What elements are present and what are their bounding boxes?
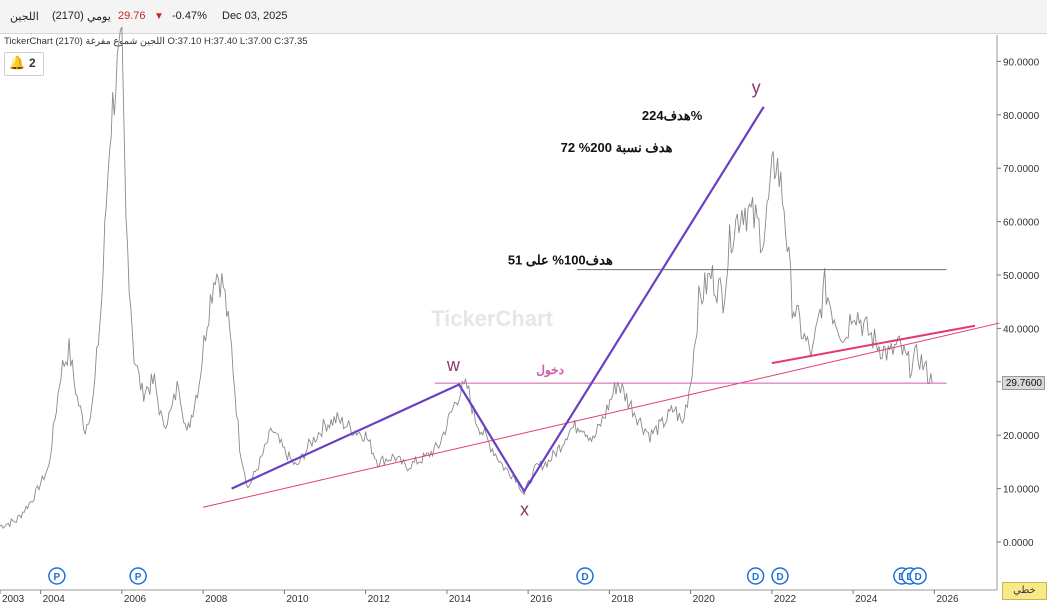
x-tick-label: 2016 — [530, 594, 553, 604]
trend-line — [771, 324, 976, 365]
event-marker-label: P — [54, 572, 61, 583]
top-bar: اللجين (2170) يومي 29.76 ▼ -0.47% Dec 03… — [0, 0, 1047, 34]
symbol-code: (2170) — [52, 10, 84, 22]
event-marker-circle — [576, 567, 594, 585]
x-tick-label: 2008 — [205, 594, 228, 604]
x-tick-label: 2006 — [124, 594, 147, 604]
target-annotation: هدف100% على 51 — [508, 252, 613, 267]
event-marker-label: D — [915, 572, 922, 583]
event-marker-circle — [771, 567, 789, 585]
y-tick-label: 60.0000 — [1003, 218, 1040, 229]
wave-label-w: w — [446, 355, 461, 375]
chart-mode-button[interactable]: خطي — [1002, 582, 1047, 600]
event-marker-label: P — [135, 572, 142, 583]
event-marker-label: D — [581, 572, 588, 583]
y-tick-label: 40.0000 — [1003, 324, 1040, 335]
event-marker-circle — [909, 567, 927, 585]
down-triangle-icon: ▼ — [154, 11, 164, 22]
last-price: 29.76 — [118, 10, 146, 22]
x-tick-label: 2020 — [693, 594, 716, 604]
period-label[interactable]: يومي — [87, 11, 111, 23]
y-tick-label: 20.0000 — [1003, 431, 1040, 442]
alerts-button[interactable]: 🔔 2 — [4, 52, 44, 76]
x-tick-label: 2022 — [774, 594, 797, 604]
last-price-tag: 29.7600 — [1002, 376, 1045, 390]
x-tick-label: 2014 — [449, 594, 472, 604]
x-tick-label: 2003 — [2, 594, 25, 604]
price-series-line — [0, 26, 933, 529]
y-tick-label: 80.0000 — [1003, 111, 1040, 122]
alerts-count: 2 — [29, 56, 36, 70]
y-tick-label: 0.0000 — [1003, 538, 1034, 549]
y-tick-label: 10.0000 — [1003, 485, 1040, 496]
wave-label-y: y — [752, 77, 761, 97]
symbol-name: اللجين — [10, 11, 39, 23]
wave-label-x: x — [520, 499, 529, 519]
bell-icon: 🔔 — [9, 55, 26, 70]
event-marker-label: D — [776, 572, 783, 583]
event-marker-circle — [129, 567, 147, 585]
target-annotation: هدف نسبة 200% 72 — [561, 140, 673, 155]
y-tick-label: 90.0000 — [1003, 57, 1040, 68]
x-tick-label: 2026 — [936, 594, 959, 604]
change-percent: -0.47% — [172, 10, 207, 22]
event-marker-circle — [48, 567, 66, 585]
y-tick-label: 50.0000 — [1003, 271, 1040, 282]
date-label: Dec 03, 2025 — [222, 10, 288, 22]
watermark-text: TickerChart — [431, 306, 554, 331]
ohlc-info: TickerChart (2170) اللجين شموع مفرغة O:3… — [4, 36, 308, 47]
event-marker-label: D — [752, 572, 759, 583]
y-tick-label: 70.0000 — [1003, 164, 1040, 175]
x-tick-label: 2004 — [43, 594, 66, 604]
x-tick-label: 2010 — [286, 594, 309, 604]
wave-path — [231, 106, 765, 494]
x-tick-label: 2024 — [855, 594, 878, 604]
target-annotation: هدف224% — [642, 108, 703, 123]
trend-line — [203, 322, 1000, 508]
event-marker-circle — [746, 567, 765, 585]
x-tick-label: 2012 — [368, 594, 391, 604]
entry-label: دخول — [536, 363, 564, 378]
x-tick-label: 2018 — [611, 594, 634, 604]
